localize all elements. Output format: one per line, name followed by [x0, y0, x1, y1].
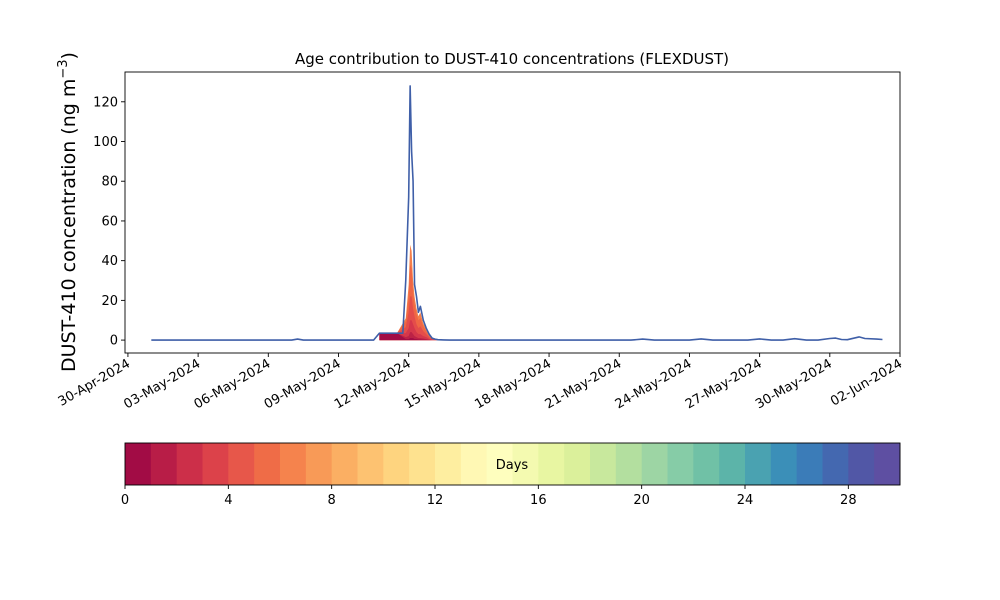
colorbar-segment [615, 443, 643, 485]
colorbar-segment [641, 443, 668, 485]
colorbar-segment [538, 443, 565, 485]
colorbar-segment [590, 443, 617, 485]
colorbar-segment [254, 443, 281, 485]
colorbar-segment [435, 443, 462, 485]
age-band-area-5-6-days [379, 244, 438, 341]
colorbar-label: Days [496, 458, 529, 473]
colorbar-tick-label: 8 [328, 493, 336, 508]
colorbar-tick-label: 4 [224, 493, 232, 508]
colorbar-segment [486, 443, 513, 485]
y-tick-label: 20 [101, 294, 118, 309]
colorbar-tick-label: 24 [737, 493, 754, 508]
colorbar-segment [874, 443, 901, 485]
age-band-area-4-5-days [379, 264, 438, 341]
chart-title: Age contribution to DUST-410 concentrati… [295, 50, 729, 68]
plot-area [151, 85, 883, 341]
colorbar-segment [125, 443, 152, 485]
colorbar-segment [719, 443, 746, 485]
y-tick-label: 100 [93, 135, 118, 150]
colorbar-segment [512, 443, 539, 485]
y-tick-label: 80 [101, 175, 118, 190]
y-axis-label-close: ) [58, 52, 80, 59]
colorbar-segment [150, 443, 178, 485]
age-band-area-3-4-days [379, 296, 438, 341]
colorbar-segment [228, 443, 255, 485]
age-band-area-0-1-days [379, 333, 438, 341]
colorbar-tick-label: 12 [427, 493, 444, 508]
colorbar-segment [280, 443, 307, 485]
colorbar-segment [564, 443, 591, 485]
colorbar-segment [331, 443, 358, 485]
colorbar-segment [667, 443, 694, 485]
colorbar-tick-label: 16 [530, 493, 547, 508]
y-tick-label: 0 [110, 334, 118, 349]
colorbar-frame [124, 442, 901, 486]
colorbar-segment [822, 443, 849, 485]
colorbar-segment [305, 443, 333, 485]
colorbar-segment [460, 443, 488, 485]
colorbar-segment [357, 443, 384, 485]
colorbar-tick-label: 28 [840, 493, 857, 508]
colorbar: 0 4 8 12 16 20 24 28 [121, 442, 901, 508]
colorbar-segment [745, 443, 772, 485]
colorbar-tick-label: 0 [121, 493, 129, 508]
plot-frame [124, 71, 901, 354]
colorbar-segment [383, 443, 410, 485]
y-tick-label: 60 [101, 214, 118, 229]
colorbar-segment [848, 443, 875, 485]
colorbar-tick-label: 20 [633, 493, 650, 508]
y-axis-label-exponent: −3 [56, 59, 71, 78]
y-tick-label: 40 [101, 254, 118, 269]
colorbar-segment [796, 443, 823, 485]
colorbar-segment [202, 443, 229, 485]
colorbar-segment [693, 443, 720, 485]
colorbar-segment [770, 443, 798, 485]
y-axis-label-main: DUST-410 concentration (ng m [58, 79, 80, 372]
colorbar-segment [409, 443, 436, 485]
y-tick-label: 120 [93, 95, 118, 110]
y-axis-label: DUST-410 concentration (ng m−3) [56, 52, 80, 372]
total-concentration-line [151, 85, 883, 341]
colorbar-segment [176, 443, 203, 485]
